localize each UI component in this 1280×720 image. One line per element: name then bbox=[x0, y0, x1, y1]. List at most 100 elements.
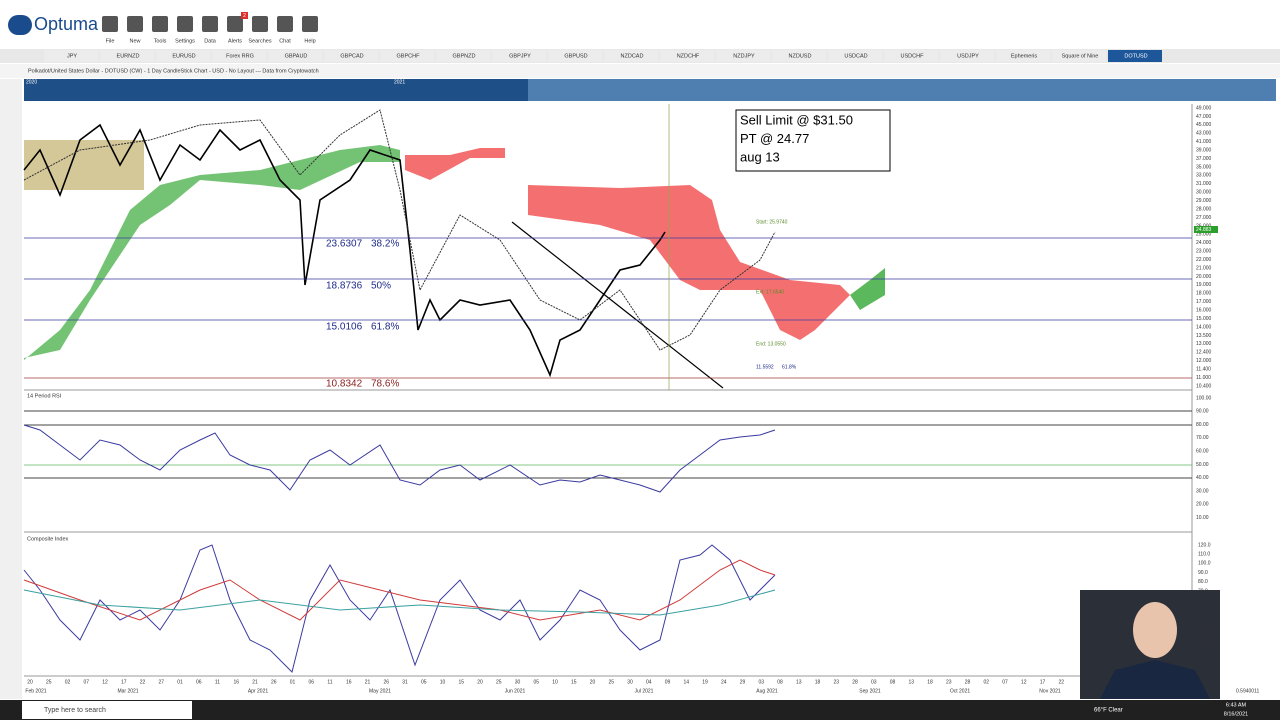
toolbar-label[interactable]: Chat bbox=[279, 38, 291, 44]
chart-header bbox=[0, 64, 1280, 78]
clock-time: 6:43 AM bbox=[1226, 702, 1247, 708]
tab-label[interactable]: NZDCHF bbox=[677, 53, 700, 59]
price-tick: 10.400 bbox=[1196, 383, 1212, 389]
tab-label[interactable]: GBPNZD bbox=[453, 53, 476, 59]
toolbar-label[interactable]: Searches bbox=[248, 38, 271, 44]
tab[interactable] bbox=[212, 50, 266, 62]
tab-label[interactable]: EURNZD bbox=[117, 53, 140, 59]
tab-label[interactable]: Ephemeris bbox=[1011, 53, 1038, 59]
tab[interactable] bbox=[604, 50, 658, 62]
rsi-line bbox=[23, 424, 776, 493]
toolbar-icon[interactable] bbox=[127, 16, 143, 32]
tab[interactable] bbox=[100, 50, 154, 62]
price-tick: 12.400 bbox=[1196, 350, 1212, 356]
toolbar-label[interactable]: Settings bbox=[175, 38, 195, 44]
tab[interactable] bbox=[1108, 50, 1162, 62]
day-label: 11 bbox=[327, 679, 332, 685]
toolbar-label[interactable]: Help bbox=[304, 38, 315, 44]
tab[interactable] bbox=[380, 50, 434, 62]
overview-year: 2021 bbox=[394, 79, 405, 85]
day-label: 25 bbox=[608, 679, 614, 685]
search-box[interactable] bbox=[22, 701, 192, 719]
tab-label[interactable]: GBPCHF bbox=[397, 53, 421, 59]
tab-label[interactable]: USDCAD bbox=[844, 53, 867, 59]
rsi-tick: 80.00 bbox=[1196, 422, 1209, 428]
tab[interactable] bbox=[716, 50, 770, 62]
level-label: 61.8% bbox=[782, 364, 797, 370]
tab[interactable] bbox=[1052, 50, 1106, 62]
tab[interactable] bbox=[884, 50, 938, 62]
price-tick: 21.000 bbox=[1196, 265, 1212, 271]
tab[interactable] bbox=[660, 50, 714, 62]
tab-label[interactable]: EURUSD bbox=[172, 53, 195, 59]
level-label: Start: 25.9740 bbox=[756, 219, 788, 225]
tab-label[interactable]: GBPAUD bbox=[285, 53, 308, 59]
tab-label[interactable]: USDCHF bbox=[901, 53, 925, 59]
toolbar-icon[interactable] bbox=[227, 16, 243, 32]
day-label: 04 bbox=[646, 679, 652, 685]
rsi-tick: 70.00 bbox=[1196, 435, 1209, 441]
day-label: 06 bbox=[308, 679, 314, 685]
tab[interactable] bbox=[492, 50, 546, 62]
toolbar-icon[interactable] bbox=[152, 16, 168, 32]
price-tick: 11.000 bbox=[1196, 375, 1211, 381]
day-label: 26 bbox=[271, 679, 277, 685]
tab-label[interactable]: JPY bbox=[67, 53, 77, 59]
toolbar-icon[interactable] bbox=[302, 16, 318, 32]
toolbar-icon[interactable] bbox=[277, 16, 293, 32]
price-tick: 35.000 bbox=[1196, 164, 1212, 170]
price-tick: 13.000 bbox=[1196, 341, 1212, 347]
tab-label[interactable]: NZDJPY bbox=[733, 53, 755, 59]
toolbar-icon[interactable] bbox=[252, 16, 268, 32]
toolbar-icon[interactable] bbox=[177, 16, 193, 32]
current-price-bg bbox=[1194, 226, 1218, 233]
search-text[interactable]: Type here to search bbox=[44, 707, 106, 714]
toolbar-label[interactable]: File bbox=[106, 38, 115, 44]
tab[interactable] bbox=[772, 50, 826, 62]
tab[interactable] bbox=[156, 50, 210, 62]
toolbar-label[interactable]: Alerts bbox=[228, 38, 242, 44]
annotation-box bbox=[735, 109, 891, 172]
toolbar-icon[interactable] bbox=[202, 16, 218, 32]
tab-label[interactable]: Square of Nine bbox=[1062, 53, 1099, 59]
tab[interactable] bbox=[44, 50, 98, 62]
ci-tick: 70.0 bbox=[1198, 588, 1208, 594]
tab-label[interactable]: NZDUSD bbox=[789, 53, 812, 59]
tab-label[interactable]: Forex RRG bbox=[226, 53, 254, 59]
tab-label[interactable]: USDJPY bbox=[957, 53, 979, 59]
day-label: 18 bbox=[927, 679, 933, 685]
tab[interactable] bbox=[940, 50, 994, 62]
day-label: 09 bbox=[665, 679, 671, 685]
tab[interactable] bbox=[268, 50, 322, 62]
day-label: 28 bbox=[965, 679, 971, 685]
tab-label[interactable]: NZDCAD bbox=[621, 53, 644, 59]
toolbar-label[interactable]: Tools bbox=[154, 38, 167, 44]
day-label: 05 bbox=[421, 679, 427, 685]
toolbar-icon[interactable] bbox=[102, 16, 118, 32]
tab-label[interactable]: DOTUSD bbox=[1124, 53, 1147, 59]
tab[interactable] bbox=[548, 50, 602, 62]
day-label: 25 bbox=[46, 679, 52, 685]
rsi-tick: 50.00 bbox=[1196, 462, 1209, 468]
day-label: 28 bbox=[852, 679, 858, 685]
fib-price: 10.8342 bbox=[326, 379, 363, 390]
tab-label[interactable]: GBPJPY bbox=[509, 53, 531, 59]
tab[interactable] bbox=[996, 50, 1050, 62]
day-label: 06 bbox=[196, 679, 202, 685]
tab[interactable] bbox=[324, 50, 378, 62]
tab[interactable] bbox=[436, 50, 490, 62]
day-label: 08 bbox=[890, 679, 896, 685]
toolbar-label[interactable]: New bbox=[129, 38, 140, 44]
price-tick: 29.000 bbox=[1196, 198, 1212, 204]
tab-label[interactable]: GBPCAD bbox=[340, 53, 363, 59]
price-tick: 23.000 bbox=[1196, 249, 1212, 255]
alert-badge: 2 bbox=[243, 13, 246, 19]
toolbar-label[interactable]: Data bbox=[204, 38, 217, 44]
day-label: 27 bbox=[158, 679, 164, 685]
tab[interactable] bbox=[828, 50, 882, 62]
day-label: 01 bbox=[177, 679, 183, 685]
rsi-tick: 90.00 bbox=[1196, 409, 1209, 415]
day-label: 05 bbox=[533, 679, 539, 685]
cloud-green bbox=[24, 145, 400, 360]
tab-label[interactable]: GBPUSD bbox=[564, 53, 587, 59]
